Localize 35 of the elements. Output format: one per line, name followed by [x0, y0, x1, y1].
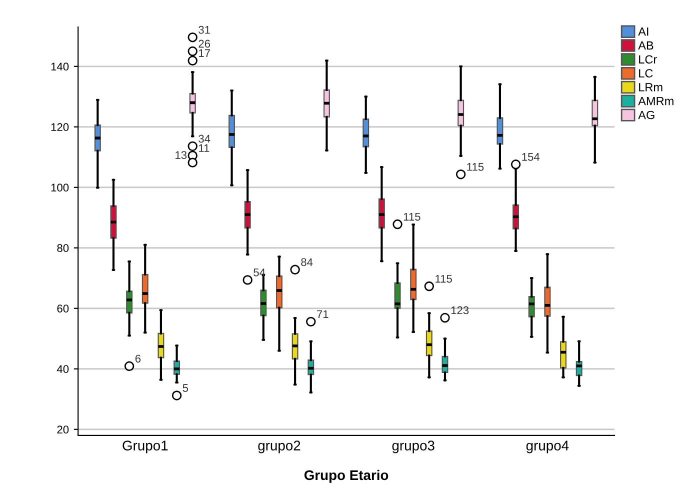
annotation: 5: [182, 384, 188, 392]
annotation: 34: [198, 134, 210, 143]
x-tick-label: grupo4: [526, 440, 569, 454]
y-tick-label: 120: [51, 123, 69, 132]
annotation: 26: [198, 40, 210, 48]
annotation: 6: [135, 354, 141, 363]
annotation: 115: [404, 212, 420, 221]
y-tick-label: 80: [57, 244, 69, 252]
annotation: 115: [436, 274, 452, 283]
y-tick-label: 100: [51, 184, 69, 192]
annotation: 17: [199, 49, 210, 57]
x-axis-title: Grupo Etario: [304, 470, 388, 483]
legend-label: LCr: [639, 55, 657, 64]
annotation: 54: [254, 268, 266, 276]
annotation: 31: [198, 26, 210, 34]
x-tick-label: Grupo1: [122, 440, 168, 454]
legend-label: AG: [638, 110, 654, 120]
legend-label: LRm: [639, 83, 662, 92]
x-tick-label: grupo2: [258, 440, 300, 454]
legend-label: AB: [638, 41, 654, 50]
y-tick-label: 20: [57, 426, 69, 434]
y-tick-label: 140: [51, 62, 69, 71]
annotation: 71: [317, 310, 328, 318]
x-tick-label: grupo3: [392, 440, 434, 454]
y-tick-label: 60: [57, 304, 69, 313]
annotation: 123: [451, 306, 469, 314]
annotation: 13: [176, 151, 187, 159]
legend-label: AI: [638, 28, 648, 36]
legend-label: AMRm: [638, 97, 674, 106]
legend-label: LC: [639, 69, 653, 78]
annotation: 84: [301, 258, 313, 266]
annotation: 154: [522, 153, 540, 161]
annotation: 115: [467, 163, 484, 171]
annotation: 11: [199, 144, 210, 152]
y-tick-label: 40: [56, 365, 69, 374]
